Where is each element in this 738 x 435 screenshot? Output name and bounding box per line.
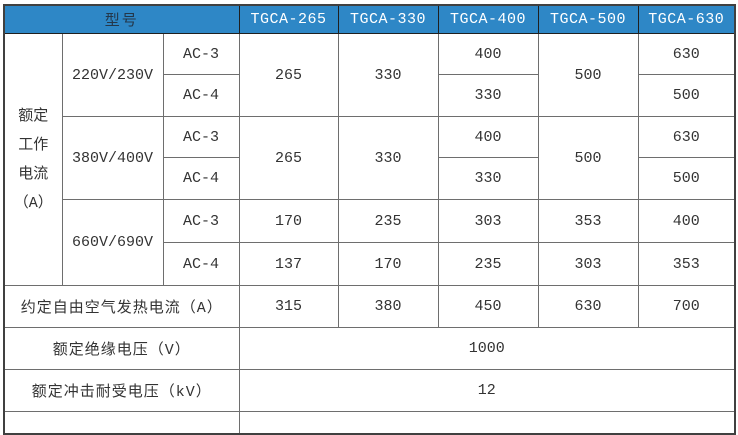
contactor-spec-table: 型号 TGCA-265 TGCA-330 TGCA-400 TGCA-500 T… — [3, 4, 737, 435]
partial-value-cell — [238, 411, 736, 434]
value-cell: 630 — [637, 33, 736, 75]
ac-class-cell: AC-4 — [162, 242, 240, 286]
value-cell: 330 — [337, 116, 439, 200]
ac-class-cell: AC-3 — [162, 33, 240, 75]
header-model-tgca-500: TGCA-500 — [537, 5, 639, 34]
value-cell: 700 — [637, 285, 736, 328]
partial-label-cell — [3, 411, 240, 434]
value-cell: 353 — [537, 199, 639, 243]
rated-current-label-cell: 额定 工作 电流 （A） — [3, 33, 63, 286]
impulse-voltage-value: 12 — [238, 369, 736, 412]
value-cell: 265 — [238, 33, 339, 117]
header-model-label: 型号 — [3, 5, 240, 34]
value-cell: 630 — [537, 285, 639, 328]
insulation-voltage-value: 1000 — [238, 327, 736, 370]
row-660v-ac4: AC-4 137 170 235 303 353 — [4, 242, 736, 286]
voltage-cell-380v: 380V/400V — [61, 116, 164, 200]
table-header-row: 型号 TGCA-265 TGCA-330 TGCA-400 TGCA-500 T… — [3, 5, 736, 34]
value-cell: 235 — [337, 199, 439, 243]
rated-current-label-line: 工作 — [18, 136, 49, 154]
value-cell: 500 — [537, 116, 639, 200]
voltage-cell-220v: 220V/230V — [61, 33, 164, 117]
voltage-cell-660v: 660V/690V — [61, 199, 164, 286]
row-220v-ac3: 额定 工作 电流 （A） 220V/230V AC-3 265 330 400 … — [3, 33, 736, 286]
value-cell: 400 — [637, 199, 736, 243]
row-partial-cutoff — [3, 411, 736, 434]
row-380v-ac4: AC-4 330 500 — [4, 157, 736, 200]
value-cell: 380 — [337, 285, 439, 328]
rated-current-label-line: 额定 — [18, 107, 49, 125]
value-cell: 330 — [437, 157, 539, 200]
insulation-voltage-label: 额定绝缘电压（V） — [3, 327, 240, 370]
value-cell: 500 — [637, 157, 736, 200]
row-660v-ac3: 660V/690V AC-3 170 235 303 353 400 — [4, 199, 736, 286]
value-cell: 235 — [437, 242, 539, 286]
row-thermal-current: 约定自由空气发热电流（A） 315 380 450 630 700 — [3, 285, 736, 328]
row-impulse-voltage: 额定冲击耐受电压（kV） 12 — [3, 369, 736, 412]
row-380v-ac3: 380V/400V AC-3 265 330 400 500 630 — [4, 116, 736, 200]
value-cell: 450 — [437, 285, 539, 328]
rated-current-label-line: （A） — [13, 194, 53, 212]
value-cell: 330 — [437, 74, 539, 117]
value-cell: 170 — [238, 199, 339, 243]
row-220v-ac4: AC-4 330 500 — [4, 74, 736, 117]
value-cell: 170 — [337, 242, 439, 286]
rated-current-label-line: 电流 — [18, 165, 49, 183]
ac-class-cell: AC-3 — [162, 199, 240, 243]
thermal-current-label: 约定自由空气发热电流（A） — [3, 285, 240, 328]
value-cell: 500 — [537, 33, 639, 117]
ac-class-cell: AC-4 — [162, 157, 240, 200]
value-cell: 303 — [437, 199, 539, 243]
value-cell: 500 — [637, 74, 736, 117]
value-cell: 265 — [238, 116, 339, 200]
header-model-tgca-630: TGCA-630 — [637, 5, 736, 34]
impulse-voltage-label: 额定冲击耐受电压（kV） — [3, 369, 240, 412]
value-cell: 630 — [637, 116, 736, 158]
header-model-tgca-330: TGCA-330 — [337, 5, 439, 34]
ac-class-cell: AC-4 — [162, 74, 240, 117]
value-cell: 330 — [337, 33, 439, 117]
value-cell: 303 — [537, 242, 639, 286]
ac-class-cell: AC-3 — [162, 116, 240, 158]
header-model-tgca-265: TGCA-265 — [238, 5, 339, 34]
row-insulation-voltage: 额定绝缘电压（V） 1000 — [3, 327, 736, 370]
value-cell: 400 — [437, 116, 539, 158]
value-cell: 315 — [238, 285, 339, 328]
value-cell: 400 — [437, 33, 539, 75]
value-cell: 137 — [238, 242, 339, 286]
value-cell: 353 — [637, 242, 736, 286]
header-model-tgca-400: TGCA-400 — [437, 5, 539, 34]
